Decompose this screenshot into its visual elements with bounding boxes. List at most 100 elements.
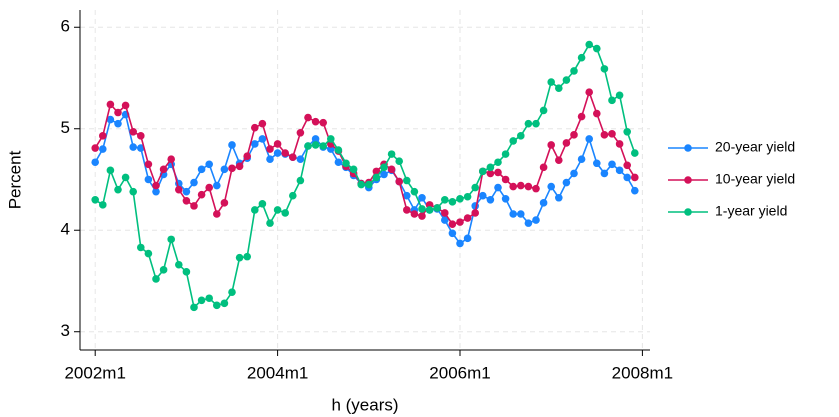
point: [213, 301, 221, 310]
series-line: [94, 89, 636, 226]
point: [600, 131, 609, 139]
point: [235, 253, 244, 262]
point: [205, 294, 213, 303]
point: [539, 163, 548, 172]
point: [547, 182, 555, 191]
point: [319, 118, 328, 127]
legend-marker: [684, 144, 692, 152]
point: [296, 176, 305, 185]
point: [281, 149, 290, 157]
point: [182, 197, 191, 205]
point: [547, 78, 555, 86]
point: [349, 165, 358, 174]
point: [532, 216, 540, 224]
point: [91, 158, 99, 167]
point: [577, 112, 586, 121]
point: [144, 175, 153, 184]
point: [235, 162, 244, 171]
point: [418, 212, 426, 220]
point: [380, 163, 388, 172]
point: [555, 84, 563, 92]
x-tick-label: 2002m1: [64, 363, 125, 382]
point: [137, 132, 145, 140]
point: [251, 140, 259, 148]
point: [456, 239, 464, 248]
point: [213, 210, 221, 218]
point: [220, 199, 229, 207]
point: [418, 205, 426, 213]
point: [562, 76, 571, 84]
point: [403, 176, 411, 185]
y-tick-label: 5: [61, 118, 70, 137]
point: [304, 142, 312, 150]
point: [501, 150, 510, 158]
point: [562, 139, 571, 147]
point: [395, 157, 404, 166]
point: [228, 288, 236, 296]
point: [129, 187, 137, 196]
y-tick-label: 6: [61, 17, 70, 36]
point: [167, 235, 175, 244]
point: [380, 170, 388, 179]
point: [213, 181, 221, 190]
point: [114, 185, 122, 194]
point: [615, 140, 624, 148]
point: [494, 183, 502, 192]
point: [197, 165, 206, 174]
point: [304, 113, 312, 122]
point: [494, 168, 502, 177]
point: [486, 195, 495, 204]
point: [106, 100, 115, 109]
point: [608, 160, 616, 169]
point: [167, 155, 175, 163]
point: [266, 145, 274, 153]
point: [532, 119, 540, 128]
point: [372, 167, 381, 176]
point: [334, 158, 343, 167]
point: [441, 209, 449, 217]
point: [448, 220, 457, 228]
x-tick-label: 2008m1: [612, 363, 673, 382]
point: [433, 204, 442, 212]
point: [114, 119, 122, 128]
point: [159, 266, 168, 274]
point: [144, 160, 153, 169]
point: [387, 165, 396, 174]
point: [509, 182, 517, 191]
point: [562, 178, 571, 187]
point: [441, 216, 449, 224]
point: [623, 173, 631, 182]
point: [593, 159, 601, 168]
point: [456, 218, 464, 226]
point: [410, 210, 419, 218]
legend-label: 20-year yield: [715, 139, 795, 155]
point: [190, 202, 198, 210]
point: [547, 141, 555, 149]
point: [372, 173, 381, 182]
point: [159, 165, 168, 174]
point: [228, 164, 236, 173]
point: [494, 158, 502, 167]
legend-label: 10-year yield: [715, 171, 795, 187]
point: [410, 187, 419, 196]
point: [266, 219, 274, 227]
point: [205, 160, 213, 169]
point: [289, 191, 297, 200]
point: [387, 150, 396, 158]
legend: 20-year yield 10-year yield 1-year yield: [668, 139, 795, 219]
point: [106, 115, 115, 124]
point: [91, 144, 99, 152]
point: [311, 117, 320, 126]
point: [311, 135, 320, 143]
point: [631, 173, 639, 182]
point: [501, 194, 510, 203]
point: [395, 177, 404, 186]
point: [600, 169, 609, 178]
point: [220, 299, 229, 308]
point: [327, 135, 335, 143]
point: [441, 195, 449, 204]
point: [479, 167, 487, 176]
legend-marker: [684, 176, 692, 184]
point: [266, 155, 274, 163]
point: [577, 53, 586, 62]
